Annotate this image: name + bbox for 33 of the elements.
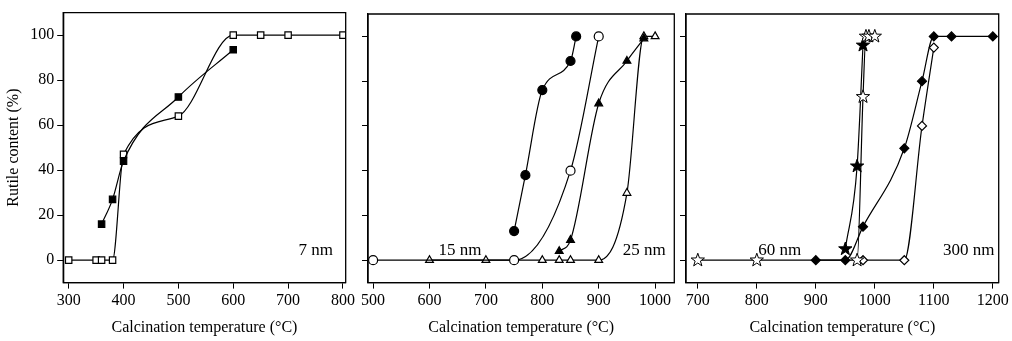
x-tick-label: 700 (276, 291, 301, 309)
annotation: 15 nm (438, 239, 482, 259)
x-tick-label: 900 (586, 291, 611, 309)
y-tick-label: 60 (38, 115, 55, 133)
x-tick-label: 800 (744, 291, 769, 309)
annotation: 60 nm (758, 239, 802, 259)
y-tick-label: 40 (38, 160, 55, 178)
x-axis-title: Calcination temperature (°C) (428, 317, 615, 336)
x-tick-label: 800 (530, 291, 555, 309)
x-tick-label: 400 (111, 291, 136, 309)
x-tick-label: 700 (473, 291, 498, 309)
x-tick-label: 800 (330, 291, 355, 309)
annotation: 7 nm (298, 239, 333, 259)
x-tick-label: 700 (685, 291, 710, 309)
y-tick-label: 100 (30, 25, 55, 43)
y-tick-label: 0 (46, 250, 55, 268)
x-tick-label: 500 (361, 291, 386, 309)
y-tick-label: 80 (38, 70, 55, 88)
y-axis-title: Rutile content (%) (3, 88, 22, 207)
y-tick-label: 20 (38, 205, 55, 223)
x-tick-label: 900 (803, 291, 828, 309)
x-tick-label: 600 (417, 291, 442, 309)
x-axis-title: Calcination temperature (°C) (749, 317, 936, 336)
x-tick-label: 500 (166, 291, 191, 309)
annotation: 25 nm (622, 239, 666, 259)
x-tick-label: 1100 (918, 291, 950, 309)
x-tick-label: 1000 (858, 291, 891, 309)
x-axis-title: Calcination temperature (°C) (111, 317, 298, 336)
x-tick-label: 1200 (976, 291, 1009, 309)
annotation: 300 nm (942, 239, 995, 259)
x-tick-label: 1000 (639, 291, 672, 309)
x-tick-label: 600 (221, 291, 246, 309)
x-tick-label: 300 (56, 291, 81, 309)
